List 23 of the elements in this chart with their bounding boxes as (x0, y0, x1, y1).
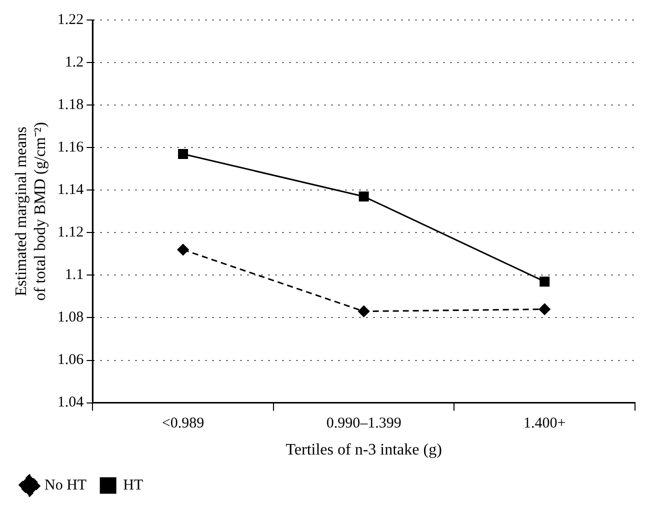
point (178, 148, 188, 159)
y-tick-label: 1.22 (57, 12, 84, 28)
y-tick-label: 1.04 (57, 394, 84, 411)
point (358, 192, 369, 202)
y-tick-label: 1.14 (57, 182, 84, 198)
y-tick-label: 1.2 (64, 54, 84, 70)
x-tick-label: 0.990–1.399 (326, 416, 402, 432)
y-tick-label: 1.08 (57, 310, 84, 326)
y-tick-label: 1.06 (57, 352, 84, 368)
y-tick-label: 1.12 (57, 224, 84, 241)
x-tick-label: 1.400+ (524, 416, 566, 432)
point (538, 303, 550, 315)
y-tick-label: 1.1 (64, 267, 84, 284)
legend-label: No HT (44, 477, 87, 494)
point (358, 306, 370, 318)
point (177, 244, 189, 256)
y-tick-label: 1.18 (57, 97, 84, 114)
point (540, 276, 550, 287)
y-axis-title: Estimated marginal means of total body BMD (g/cm⁻²) (12, 122, 50, 301)
x-tick-label: <0.989 (162, 416, 204, 432)
y-tick-label: 1.16 (57, 140, 84, 156)
x-axis-title: Tertiles of n-3 intake (g) (286, 442, 442, 459)
legend-label: HT (123, 477, 144, 494)
